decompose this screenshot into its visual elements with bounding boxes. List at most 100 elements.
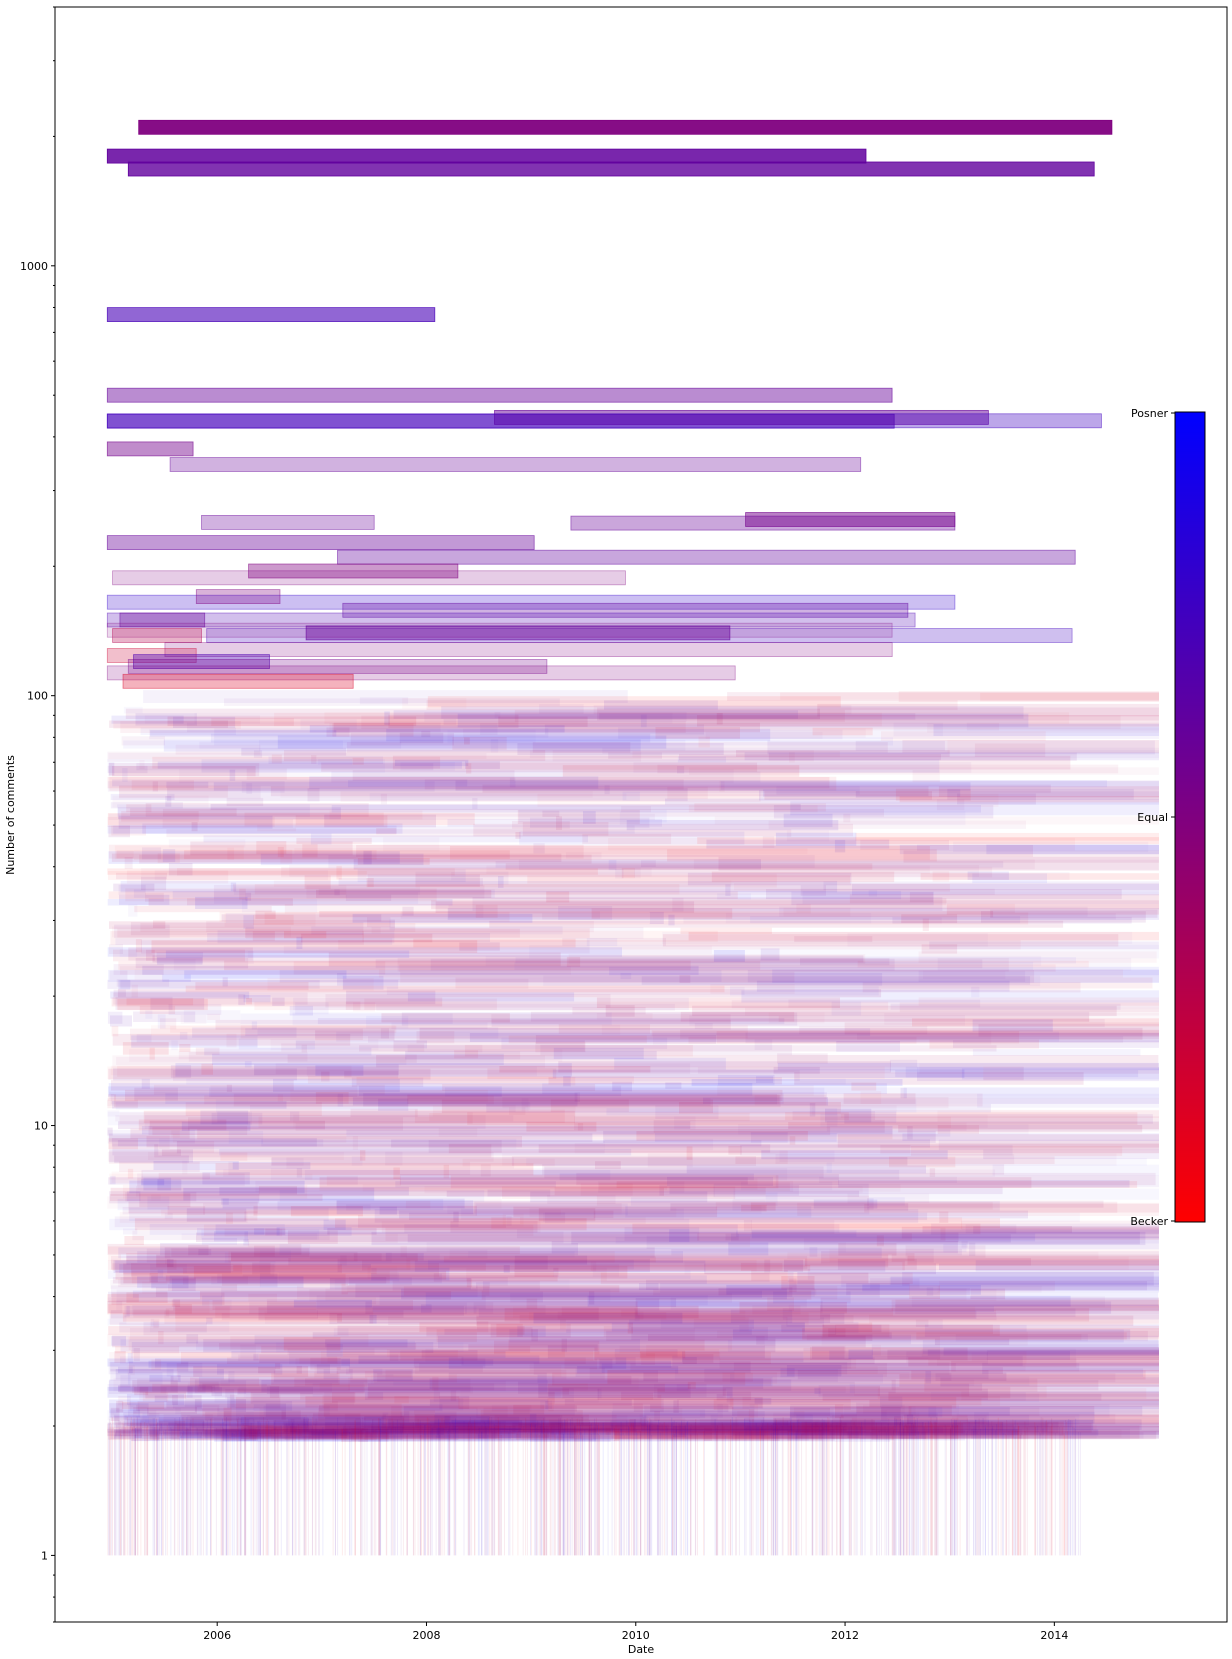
background-span [540, 1400, 552, 1410]
background-span [362, 1260, 905, 1271]
background-span [107, 1304, 192, 1314]
background-span [150, 730, 337, 737]
background-span [146, 1248, 934, 1263]
background-span [126, 998, 194, 1006]
background-span [590, 1261, 597, 1272]
background-span [153, 1161, 239, 1170]
background-span [834, 839, 846, 853]
background-span [519, 831, 745, 845]
background-span [113, 989, 126, 997]
background-span [283, 1421, 1059, 1434]
background-span [187, 722, 441, 733]
background-span [325, 1339, 408, 1348]
background-span [569, 954, 866, 963]
background-span [134, 1427, 142, 1438]
background-span [319, 1177, 1032, 1189]
background-span [857, 1033, 1159, 1040]
background-span [450, 1390, 457, 1402]
background-span [280, 849, 293, 864]
background-span [233, 883, 950, 892]
background-span [381, 1426, 456, 1440]
background-span [586, 938, 618, 947]
background-span [107, 1086, 502, 1097]
background-span [455, 1431, 511, 1440]
background-span [120, 880, 838, 893]
background-span [130, 1028, 363, 1040]
background-span [122, 1206, 870, 1215]
background-span [155, 870, 328, 880]
background-span [566, 956, 581, 967]
background-span [108, 1291, 543, 1303]
background-span [296, 1168, 303, 1178]
background-span [108, 891, 738, 899]
background-span [219, 911, 510, 922]
background-span [480, 723, 498, 735]
background-span [111, 1292, 225, 1305]
background-span [163, 739, 641, 752]
background-span [109, 1191, 260, 1204]
background-span [544, 724, 704, 735]
background-span [508, 1035, 647, 1044]
background-span [178, 1371, 235, 1383]
background-span [476, 1315, 1134, 1326]
background-span [180, 1431, 575, 1439]
background-span [337, 1093, 344, 1107]
background-span [548, 1077, 782, 1085]
background-span [386, 1416, 520, 1425]
background-span [215, 1019, 731, 1030]
background-span [141, 1169, 900, 1180]
background-span [594, 1347, 968, 1361]
background-span [252, 931, 275, 941]
background-span [750, 1132, 788, 1143]
background-span [531, 1329, 538, 1342]
background-span [340, 1255, 347, 1266]
background-span [245, 1431, 258, 1440]
background-span [107, 1097, 711, 1106]
background-span [113, 964, 164, 975]
background-span [119, 785, 228, 798]
background-span [118, 1385, 213, 1393]
background-span [616, 1181, 1138, 1188]
background-span [444, 1415, 490, 1429]
background-span [312, 1332, 892, 1339]
background-span [870, 1278, 920, 1289]
background-span [224, 960, 691, 971]
commenter-span [305, 625, 731, 641]
background-span [271, 1373, 340, 1385]
background-span [716, 1031, 1020, 1044]
background-span [316, 889, 492, 898]
background-span [430, 1428, 613, 1441]
background-span [110, 1310, 318, 1319]
background-span [249, 1429, 348, 1439]
background-span [736, 1230, 857, 1237]
background-span [516, 1229, 1159, 1239]
background-span [121, 1423, 475, 1431]
background-span [556, 816, 562, 830]
background-span [947, 788, 1134, 800]
background-span [217, 1364, 283, 1375]
background-span [502, 1097, 949, 1109]
background-span [197, 1128, 893, 1140]
background-span [205, 1411, 457, 1421]
background-span [621, 1309, 996, 1317]
background-span [107, 1431, 131, 1440]
background-span [401, 1288, 787, 1300]
background-span [125, 888, 437, 902]
background-span [194, 1379, 896, 1394]
background-span [789, 1411, 1095, 1424]
background-span [110, 1407, 120, 1422]
background-span [773, 805, 994, 819]
background-span [577, 1123, 584, 1131]
background-span [190, 1377, 259, 1386]
background-span [142, 847, 162, 860]
background-span [385, 1227, 946, 1241]
background-span [363, 1423, 912, 1430]
colorbar-gradient [1174, 411, 1206, 1223]
background-span [980, 692, 1159, 702]
background-span [719, 1358, 852, 1369]
background-span [156, 1254, 889, 1268]
background-span [253, 1404, 443, 1412]
background-span [572, 1007, 646, 1015]
background-span [211, 718, 294, 726]
background-span [778, 1015, 1090, 1022]
